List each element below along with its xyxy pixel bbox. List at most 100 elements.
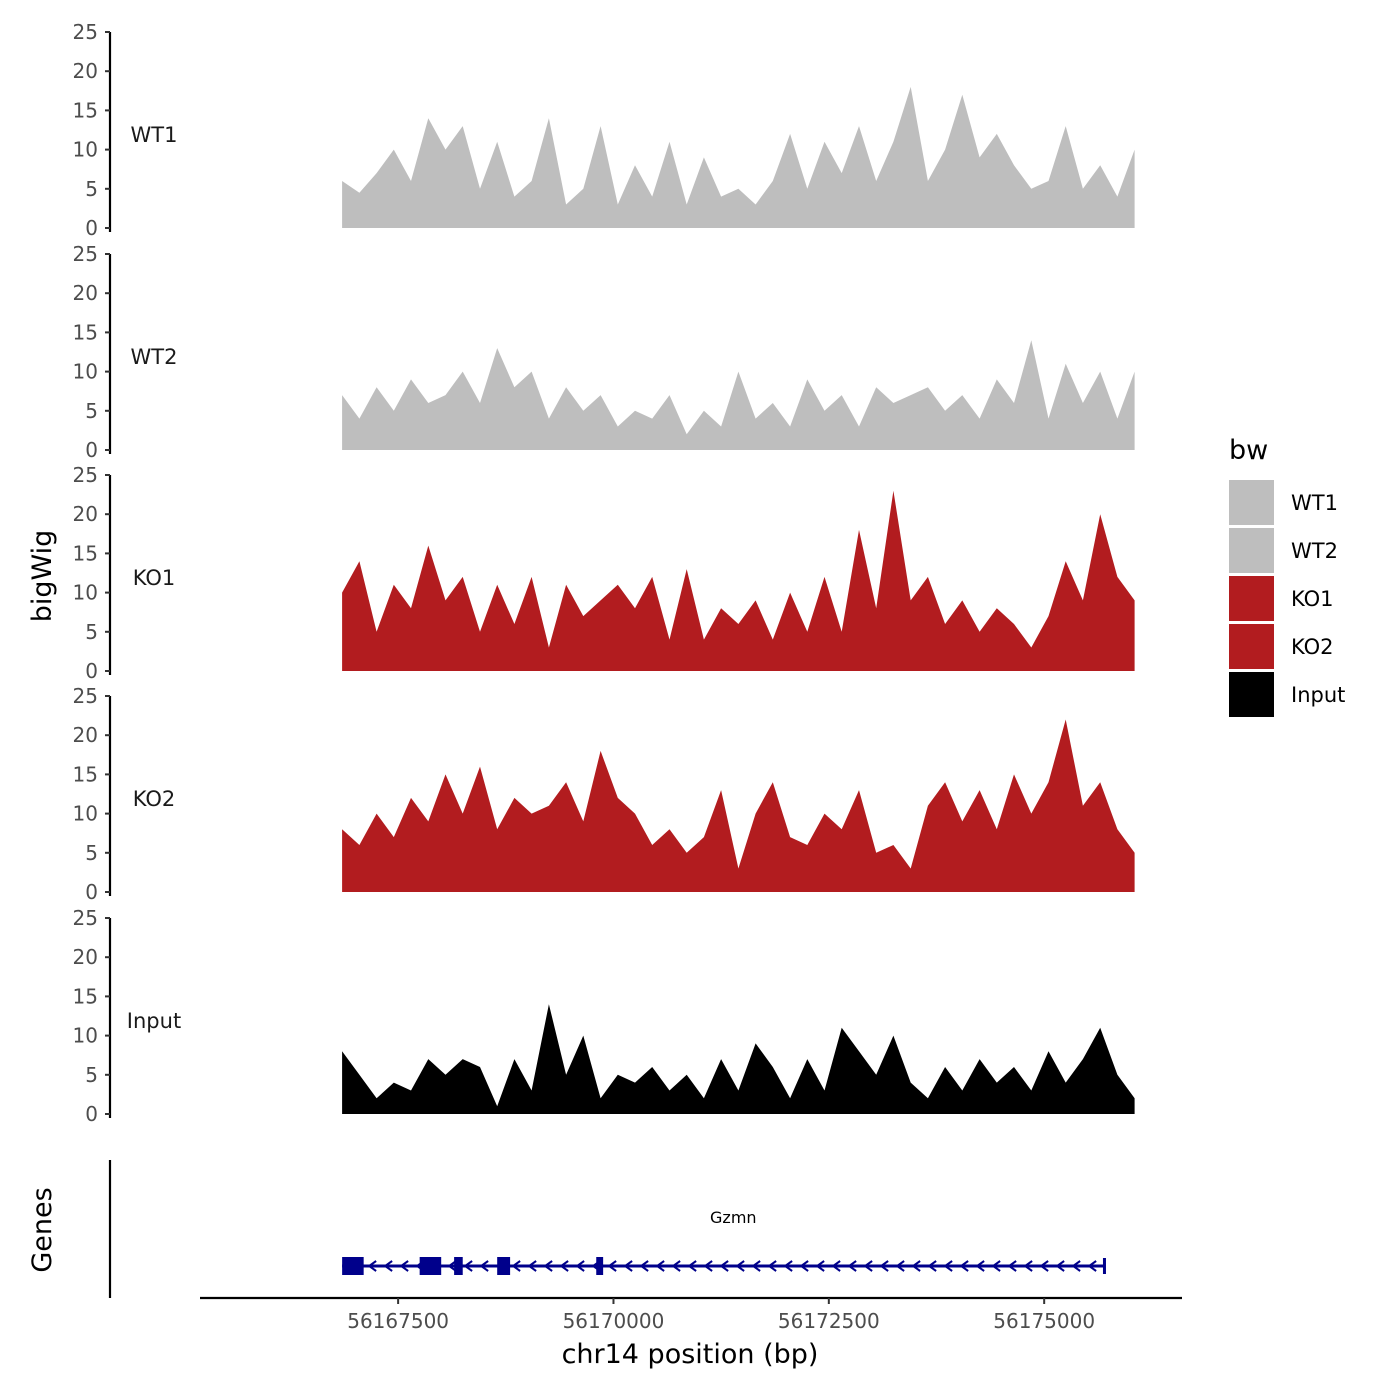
y-tick-label: 10 (73, 581, 98, 605)
area-wt2 (342, 340, 1135, 450)
strand-arrow (1087, 1260, 1097, 1272)
y-tick-label: 10 (73, 138, 98, 162)
strand-arrow (463, 1260, 473, 1272)
strand-arrow (511, 1260, 521, 1272)
legend: bw WT1 WT2 KO1 KO2 Input (1229, 435, 1345, 717)
y-tick-label: 0 (85, 659, 98, 683)
legend-entry-wt1: WT1 (1229, 480, 1338, 525)
strand-arrow (991, 1260, 1001, 1272)
legend-label: WT2 (1291, 539, 1338, 563)
strand-arrow (815, 1260, 825, 1272)
x-tick-label: 56172500 (778, 1309, 880, 1333)
strand-arrow (1023, 1260, 1033, 1272)
y-tick-label: 20 (73, 502, 98, 526)
exon (596, 1257, 604, 1275)
track-label: KO1 (133, 566, 176, 590)
legend-entry-wt2: WT2 (1229, 528, 1338, 573)
strand-arrow (367, 1260, 377, 1272)
strand-arrow (639, 1260, 649, 1272)
legend-swatch (1229, 576, 1274, 621)
area-ko1 (342, 490, 1135, 671)
strand-arrow (767, 1260, 777, 1272)
track-label: WT2 (131, 345, 178, 369)
strand-arrow (959, 1260, 969, 1272)
strand-arrow (735, 1260, 745, 1272)
y-tick-label: 25 (73, 242, 98, 266)
strand-arrow (559, 1260, 569, 1272)
strand-arrow (799, 1260, 809, 1272)
x-axis: 56167500 56170000 56172500 56175000 (200, 1296, 1182, 1333)
y-tick-label: 0 (85, 880, 98, 904)
strand-arrow (527, 1260, 537, 1272)
track-label: WT1 (131, 123, 178, 147)
strand-arrow (703, 1260, 713, 1272)
y-tick-label: 0 (85, 1102, 98, 1126)
strand-arrow (911, 1260, 921, 1272)
y-tick-label: 15 (73, 762, 98, 786)
strand-arrow (383, 1260, 393, 1272)
gene-gzmn: Gzmn (342, 1208, 1106, 1275)
track-ko1: 0 5 10 15 20 25 KO1 (73, 463, 1135, 683)
strand-arrow (399, 1260, 409, 1272)
legend-swatch (1229, 480, 1274, 525)
strand-arrow (847, 1260, 857, 1272)
strand-arrow (575, 1260, 585, 1272)
legend-entry-ko2: KO2 (1229, 624, 1334, 669)
y-tick-label: 5 (85, 399, 98, 423)
legend-swatch (1229, 624, 1274, 669)
exon (419, 1257, 442, 1275)
y-tick-label: 0 (85, 438, 98, 462)
y-tick-label: 25 (73, 684, 98, 708)
strand-arrow (719, 1260, 729, 1272)
y-tick-label: 15 (73, 320, 98, 344)
y-tick-label: 5 (85, 620, 98, 644)
strand-arrow (687, 1260, 697, 1272)
legend-title: bw (1229, 435, 1268, 466)
area-ko2 (342, 719, 1135, 892)
strand-arrow (943, 1260, 953, 1272)
strand-arrow (1039, 1260, 1049, 1272)
strand-arrow (1071, 1260, 1081, 1272)
y-tick-label: 5 (85, 177, 98, 201)
exon (454, 1257, 463, 1275)
y-tick-label: 25 (73, 906, 98, 930)
y-tick-label: 5 (85, 841, 98, 865)
gene-panel: Gzmn (108, 1160, 1106, 1298)
y-tick-label: 15 (73, 98, 98, 122)
y-tick-label: 25 (73, 20, 98, 44)
y-tick-label: 0 (85, 216, 98, 240)
gene-name-label: Gzmn (710, 1208, 757, 1227)
exon (497, 1257, 511, 1275)
strand-arrow (1055, 1260, 1065, 1272)
strand-arrow (671, 1260, 681, 1272)
strand-arrow (783, 1260, 793, 1272)
strand-arrow (623, 1260, 633, 1272)
area-input (342, 1004, 1135, 1114)
track-input: 0 5 10 15 20 25 Input (73, 906, 1135, 1126)
strand-arrow (975, 1260, 985, 1272)
area-wt1 (342, 86, 1135, 229)
track-wt2: 0 5 10 15 20 25 WT2 (73, 242, 1135, 462)
legend-entry-ko1: KO1 (1229, 576, 1334, 621)
y-tick-label: 5 (85, 1063, 98, 1087)
x-tick-label: 56175000 (993, 1309, 1095, 1333)
y-tick-label: 10 (73, 802, 98, 826)
track-ko2: 0 5 10 15 20 25 KO2 (73, 684, 1135, 904)
strand-arrow (543, 1260, 553, 1272)
strand-arrow (607, 1260, 617, 1272)
y-tick-label: 25 (73, 463, 98, 487)
track-wt1: 0 5 10 15 20 25 WT1 (73, 20, 1135, 240)
y-tick-label: 20 (73, 723, 98, 747)
legend-swatch (1229, 528, 1274, 573)
y-tick-label: 10 (73, 1024, 98, 1048)
x-tick-label: 56167500 (347, 1309, 449, 1333)
strand-arrow (751, 1260, 761, 1272)
strand-arrow (831, 1260, 841, 1272)
legend-label: Input (1291, 683, 1345, 707)
strand-arrow (895, 1260, 905, 1272)
x-tick-label: 56170000 (563, 1309, 665, 1333)
y-axis-title: bigWig (27, 530, 58, 623)
y-tick-label: 10 (73, 360, 98, 384)
genes-panel-title: Genes (27, 1187, 58, 1272)
